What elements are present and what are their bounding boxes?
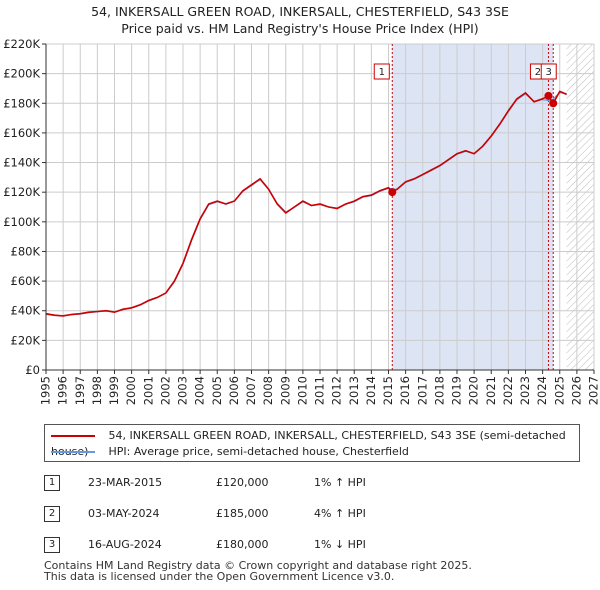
- chart-title-subtitle: Price paid vs. HM Land Registry's House …: [121, 21, 479, 36]
- y-tick-label: £40K: [11, 304, 41, 318]
- chart-title-address: 54, INKERSALL GREEN ROAD, INKERSALL, CHE…: [91, 4, 509, 19]
- x-tick-label: 2008: [261, 376, 275, 405]
- y-tick-label: £160K: [3, 126, 40, 140]
- x-tick-label: 1998: [90, 376, 104, 405]
- legend-swatch-hpi: [51, 451, 95, 453]
- sale-marker-label: 1: [379, 67, 385, 78]
- sale-point: [388, 188, 397, 197]
- chart-title-block: 54, INKERSALL GREEN ROAD, INKERSALL, CHE…: [0, 3, 600, 37]
- sale-marker-box: [540, 63, 557, 80]
- sale-marker-label: 2: [535, 67, 541, 78]
- x-tick-label: 2020: [467, 376, 481, 405]
- x-tick-label: 2017: [415, 376, 429, 405]
- legend-item-hpi: HPI: Average price, semi-detached house,…: [51, 444, 409, 460]
- sale-number-badge: 1: [44, 475, 60, 491]
- shaded-ownership-span: [392, 44, 554, 370]
- y-tick-label: £60K: [11, 274, 41, 288]
- sale-date: 03-MAY-2024: [88, 507, 160, 520]
- y-tick-label: £120K: [3, 185, 40, 199]
- x-tick-label: 2003: [176, 376, 190, 405]
- series-line-property: [45, 90, 567, 317]
- sale-hpi-diff: 1% ↓ HPI: [314, 538, 366, 551]
- y-tick-label: £140K: [3, 156, 40, 170]
- x-tick-label: 2019: [450, 376, 464, 405]
- x-tick-label: 2002: [158, 376, 172, 405]
- x-tick-label: 2014: [364, 376, 378, 405]
- x-tick-label: 2005: [210, 376, 224, 405]
- sale-row: 3 16-AUG-2024 £180,000 1% ↓ HPI: [44, 534, 600, 556]
- y-tick-label: £20K: [11, 333, 41, 347]
- y-tick-label: £100K: [3, 215, 40, 229]
- y-tick-label: £200K: [3, 67, 40, 81]
- legend-item-property: 54, INKERSALL GREEN ROAD, INKERSALL, CHE…: [51, 428, 579, 458]
- x-tick-label: 2013: [347, 376, 361, 405]
- x-tick-label: 2000: [124, 376, 138, 405]
- sale-price: £120,000: [216, 476, 269, 489]
- x-tick-label: 2001: [141, 376, 155, 405]
- legend-label-property: 54, INKERSALL GREEN ROAD, INKERSALL, CHE…: [51, 429, 566, 458]
- x-tick-label: 2007: [244, 376, 258, 405]
- sale-marker-label: 3: [546, 67, 552, 78]
- sale-hpi-diff: 1% ↑ HPI: [314, 476, 366, 489]
- future-hatch-area: [566, 44, 594, 370]
- sale-number-badge: 2: [44, 506, 60, 522]
- x-tick-label: 1999: [107, 376, 121, 405]
- x-tick-label: 2018: [432, 376, 446, 405]
- x-tick-label: 1997: [73, 376, 87, 405]
- x-tick-label: 2012: [330, 376, 344, 405]
- sale-point: [544, 91, 553, 100]
- x-tick-label: 2010: [295, 376, 309, 405]
- sale-row: 2 03-MAY-2024 £185,000 4% ↑ HPI: [44, 503, 600, 525]
- x-tick-label: 2006: [227, 376, 241, 405]
- x-tick-label: 1995: [39, 376, 53, 405]
- footer-copyright: Contains HM Land Registry data © Crown c…: [44, 559, 472, 572]
- sale-marker-box: [373, 63, 390, 80]
- legend-label-hpi: HPI: Average price, semi-detached house,…: [108, 445, 409, 458]
- x-tick-label: 2021: [484, 376, 498, 405]
- x-tick-label: 2015: [381, 376, 395, 405]
- chart-legend: 54, INKERSALL GREEN ROAD, INKERSALL, CHE…: [44, 424, 580, 462]
- x-tick-label: 2027: [587, 376, 600, 405]
- x-tick-label: 2009: [278, 376, 292, 405]
- y-tick-label: £80K: [11, 244, 41, 258]
- x-tick-label: 2026: [569, 376, 583, 405]
- sale-hpi-diff: 4% ↑ HPI: [314, 507, 366, 520]
- footer-attribution: Contains HM Land Registry data © Crown c…: [44, 560, 472, 582]
- x-tick-label: 2025: [552, 376, 566, 405]
- footer-license: This data is licensed under the Open Gov…: [44, 570, 395, 583]
- x-tick-label: 2024: [535, 376, 549, 405]
- x-tick-label: 2011: [313, 376, 327, 405]
- y-tick-label: £180K: [3, 96, 40, 110]
- sale-price: £180,000: [216, 538, 269, 551]
- y-tick-label: £0: [25, 363, 40, 377]
- sale-date: 16-AUG-2024: [88, 538, 162, 551]
- x-tick-label: 1996: [56, 376, 70, 405]
- sale-price: £185,000: [216, 507, 269, 520]
- x-tick-label: 2023: [518, 376, 532, 405]
- sale-row: 1 23-MAR-2015 £120,000 1% ↑ HPI: [44, 472, 600, 494]
- legend-swatch-property: [51, 435, 95, 437]
- x-tick-label: 2022: [501, 376, 515, 405]
- sale-point: [549, 99, 558, 108]
- x-tick-label: 2004: [193, 376, 207, 405]
- y-tick-label: £220K: [3, 37, 40, 51]
- sale-number-badge: 3: [44, 537, 60, 553]
- x-tick-label: 2016: [398, 376, 412, 405]
- sale-date: 23-MAR-2015: [88, 476, 163, 489]
